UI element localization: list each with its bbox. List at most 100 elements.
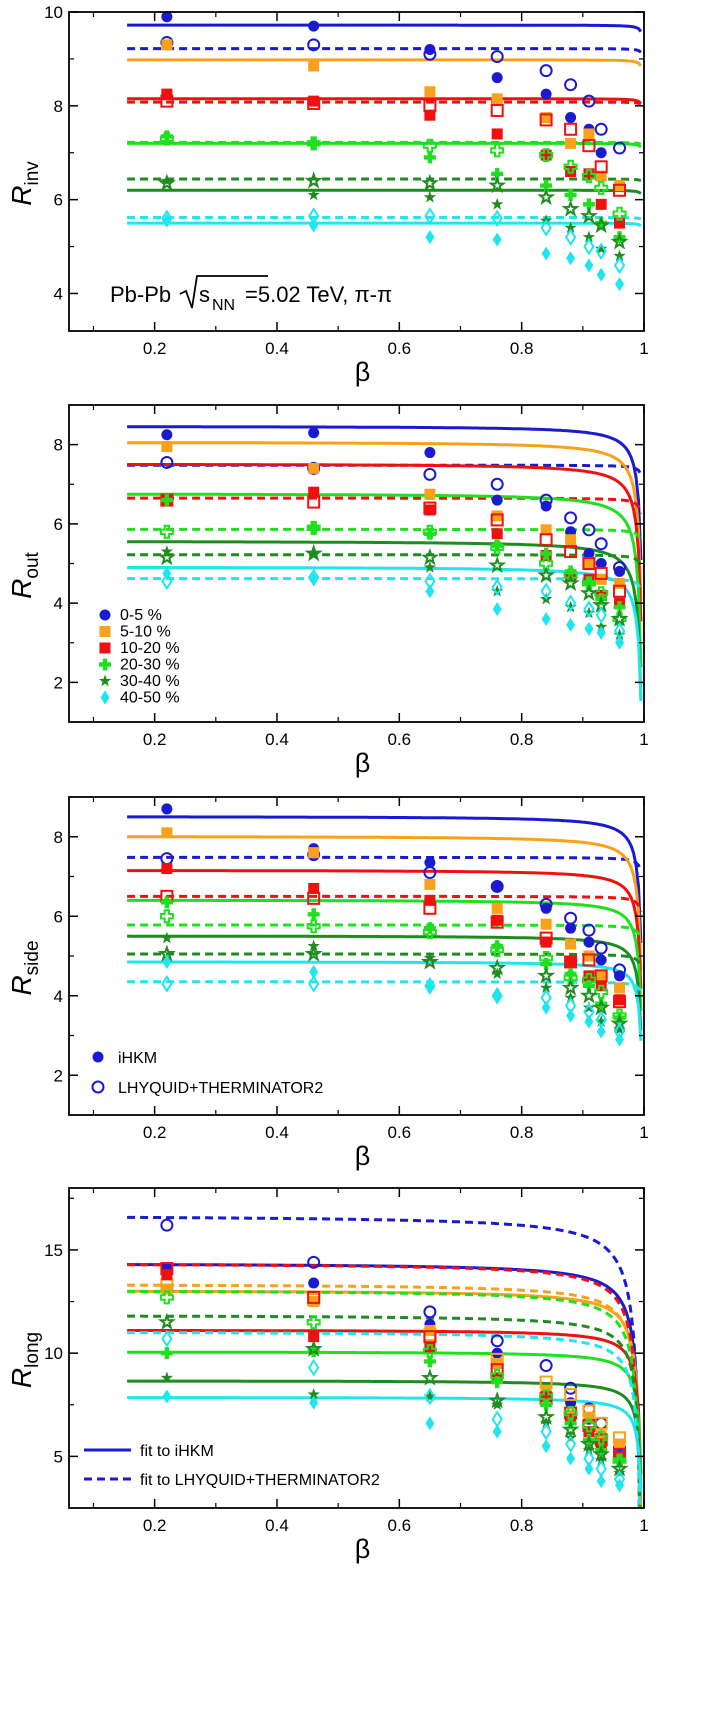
data-point	[488, 1391, 507, 1409]
plot-frame	[68, 796, 645, 1116]
data-point	[159, 524, 174, 539]
data-point	[539, 113, 553, 127]
fit-line-3	[127, 1283, 642, 1508]
fit-line-11	[127, 1331, 642, 1508]
data-point	[582, 1404, 596, 1418]
data-point	[581, 1418, 596, 1433]
data-point	[610, 232, 629, 250]
y-tick-label: 4	[54, 987, 63, 1006]
data-point	[566, 251, 576, 266]
data-point	[491, 967, 504, 980]
data-point	[582, 198, 595, 211]
data-point	[595, 198, 607, 210]
data-point	[540, 582, 552, 601]
data-point	[424, 207, 436, 225]
data-point	[561, 573, 580, 592]
fit-line-0	[127, 815, 643, 943]
data-point	[541, 246, 551, 261]
data-point	[161, 441, 173, 453]
fit-line-8	[127, 540, 643, 700]
data-point	[537, 966, 556, 984]
data-point	[159, 909, 174, 924]
fit-line-4	[127, 97, 642, 105]
data-point	[160, 130, 173, 143]
data-point	[160, 1347, 173, 1360]
data-point	[490, 50, 504, 64]
legend-label: 20-30 %	[120, 657, 180, 674]
data-point	[594, 122, 608, 136]
data-point	[308, 847, 320, 859]
data-point	[594, 242, 608, 255]
data-point	[584, 258, 594, 273]
svg-text:Rlong: Rlong	[6, 1332, 43, 1388]
data-point	[492, 988, 502, 1003]
data-point	[539, 148, 554, 163]
x-tick-label: 0.8	[510, 339, 534, 358]
data-point	[157, 1312, 176, 1330]
data-point	[582, 577, 595, 590]
data-point	[582, 230, 596, 243]
data-point	[308, 882, 320, 894]
data-point	[308, 427, 320, 439]
data-point	[594, 180, 609, 195]
data-point	[540, 149, 552, 161]
system-annotation: Pb-Pb s NN =5.02 TeV, π-π	[110, 275, 392, 314]
data-point	[491, 167, 504, 180]
data-point	[564, 188, 577, 201]
data-point	[308, 486, 320, 498]
fit-line-11	[127, 216, 642, 221]
y-axis-subscript: inv	[22, 161, 43, 186]
fit-line-10	[127, 221, 642, 228]
y-axis-symbol: R	[6, 579, 37, 599]
y-tick-label: 8	[54, 436, 63, 455]
data-point	[307, 1255, 321, 1269]
x-tick-label: 0.2	[143, 1516, 167, 1535]
fit-line-9	[127, 177, 642, 183]
data-point	[537, 565, 556, 584]
legend-label: 5-10 %	[120, 624, 171, 641]
data-point	[582, 94, 596, 108]
data-point	[309, 218, 319, 233]
data-point	[537, 1407, 556, 1425]
data-point	[162, 954, 172, 969]
data-point	[308, 462, 320, 474]
x-tick-label: 0.6	[387, 339, 411, 358]
data-point	[160, 931, 174, 944]
fit-line-9	[127, 952, 643, 969]
data-point	[424, 1341, 436, 1353]
data-point	[594, 1430, 609, 1445]
data-point	[564, 594, 577, 612]
panel-out: 0.2 0.4 0.6 0.8 1 2 4 6 8 β Rout 0-5 %5-10 %10-20 %…	[6, 404, 649, 778]
data-point	[583, 548, 595, 560]
data-point	[423, 1305, 437, 1319]
sqrt-symbol	[179, 275, 268, 309]
data-point	[307, 1387, 320, 1400]
fit-curves	[127, 23, 643, 228]
y-axis-subscript: out	[22, 551, 43, 578]
x-tick-label: 1	[639, 1123, 648, 1142]
fit-curves	[127, 1215, 643, 1508]
data-point	[613, 584, 627, 598]
x-tick-label: 0.6	[387, 1516, 411, 1535]
data-point	[594, 969, 608, 983]
data-point	[595, 1430, 607, 1442]
fit-line-0	[127, 23, 643, 33]
x-tick-label: 1	[639, 1516, 648, 1535]
data-point	[306, 1315, 321, 1330]
data-point	[491, 528, 503, 540]
y-tick-label: 4	[54, 284, 63, 303]
x-tick-label: 0.2	[143, 1123, 167, 1142]
y-axis-title: Rside	[6, 940, 43, 995]
data-point	[490, 943, 505, 958]
fit-line-7	[127, 140, 642, 146]
data-point	[614, 577, 626, 589]
data-point	[540, 1391, 552, 1403]
data-points	[157, 1218, 629, 1493]
fit-line-10	[127, 960, 643, 1041]
data-point	[594, 984, 609, 999]
data-point	[594, 537, 608, 551]
model-legend: iHKM LHYQUID+THERMINATOR2	[91, 1050, 323, 1097]
data-point	[561, 1420, 580, 1438]
data-point	[424, 488, 436, 500]
data-point	[308, 60, 320, 72]
